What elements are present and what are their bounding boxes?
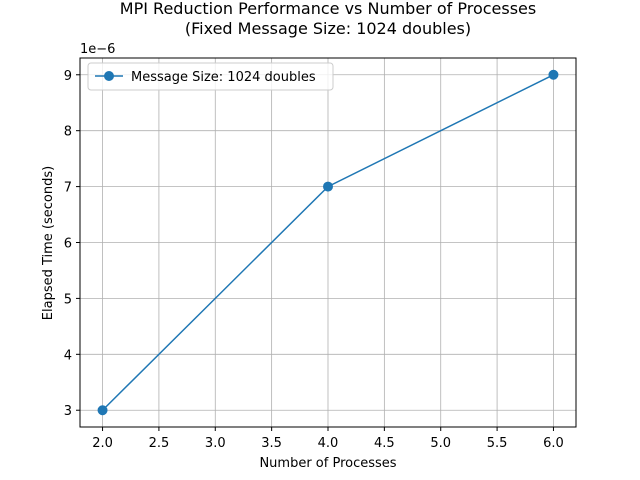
- x-tick-label: 5.0: [430, 436, 451, 451]
- y-tick-label: 4: [64, 348, 72, 363]
- y-tick-label: 7: [64, 181, 72, 196]
- y-axis-ticks: 3 4 5 6 7 8 9: [64, 69, 80, 419]
- chart-title-line-2: (Fixed Message Size: 1024 doubles): [185, 19, 471, 38]
- x-axis-label: Number of Processes: [259, 456, 396, 471]
- data-point-marker: [323, 181, 333, 192]
- chart-title-line-1: MPI Reduction Performance vs Number of P…: [120, 0, 536, 18]
- x-tick-label: 4.5: [374, 436, 395, 451]
- x-tick-label: 3.5: [261, 436, 282, 451]
- legend: Message Size: 1024 doubles: [87, 62, 334, 91]
- data-point-marker: [97, 405, 108, 416]
- x-axis-ticks: 2.0 2.5 3.0 3.5 4.0 4.5 5.0 5.5 6.0: [92, 427, 564, 451]
- legend-series-label: Message Size: 1024 doubles: [131, 70, 316, 85]
- y-tick-label: 5: [64, 292, 72, 307]
- y-axis-label: Elapsed Time (seconds): [41, 166, 56, 320]
- x-tick-label: 2.5: [149, 436, 170, 451]
- x-tick-label: 2.0: [92, 436, 113, 451]
- series-layer: [97, 69, 559, 416]
- chart-title-group: MPI Reduction Performance vs Number of P…: [120, 0, 536, 38]
- y-tick-label: 8: [64, 125, 72, 140]
- legend-box: [87, 62, 334, 91]
- x-tick-label: 5.5: [487, 436, 508, 451]
- grid-lines: [80, 58, 576, 427]
- x-tick-label: 6.0: [543, 436, 564, 451]
- y-axis-offset-label: 1e−6: [80, 42, 115, 57]
- x-tick-label: 4.0: [318, 436, 339, 451]
- data-point-marker: [548, 69, 559, 80]
- legend-series-marker: [104, 71, 114, 81]
- y-tick-label: 6: [64, 237, 72, 252]
- x-tick-label: 3.0: [205, 436, 226, 451]
- y-tick-label: 3: [64, 404, 72, 419]
- y-tick-label: 9: [64, 69, 72, 84]
